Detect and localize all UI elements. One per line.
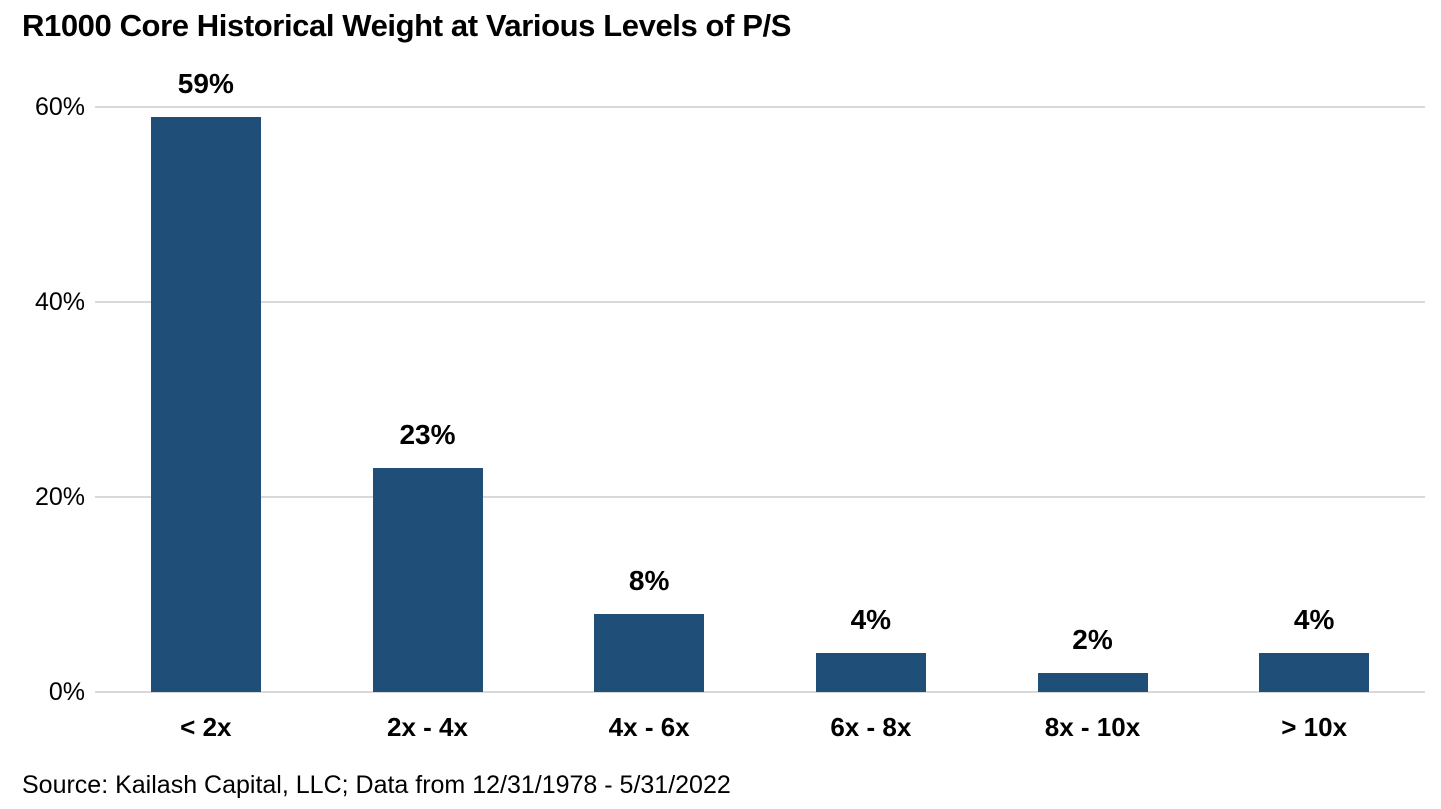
gridline-60%	[95, 106, 1425, 108]
bar-value-label: 4%	[850, 604, 892, 635]
gridline-40%	[95, 301, 1425, 303]
bar-value-label: 2%	[1072, 623, 1113, 655]
bar	[372, 467, 483, 692]
x-axis-category-label: 4x - 6x	[608, 712, 690, 742]
bar	[150, 116, 261, 692]
y-axis-tick-label: 20%	[34, 483, 85, 511]
bar-value-label: 8%	[628, 565, 670, 596]
bar	[1259, 653, 1370, 692]
y-axis-tick-label: 60%	[34, 93, 85, 121]
bar-value-label: 59%	[177, 67, 234, 99]
gridline-0%	[95, 691, 1425, 693]
x-axis-category-label: > 10x	[1281, 712, 1348, 742]
source-note: Source: Kailash Capital, LLC; Data from …	[22, 771, 731, 799]
bar	[594, 614, 705, 692]
y-axis-tick-label: 0%	[48, 678, 85, 706]
bar	[1037, 672, 1148, 692]
x-axis-category-label: < 2x	[180, 712, 232, 742]
x-axis-category-label: 6x - 8x	[830, 712, 912, 742]
bar	[815, 653, 926, 692]
bar-value-label: 23%	[399, 418, 456, 450]
y-axis-tick-label: 40%	[34, 288, 85, 316]
gridline-20%	[95, 496, 1425, 498]
x-axis-category-label: 8x - 10x	[1044, 712, 1141, 742]
bar-value-label: 4%	[1293, 604, 1335, 635]
chart-title: R1000 Core Historical Weight at Various …	[22, 8, 791, 43]
x-axis-category-label: 2x - 4x	[387, 712, 468, 742]
